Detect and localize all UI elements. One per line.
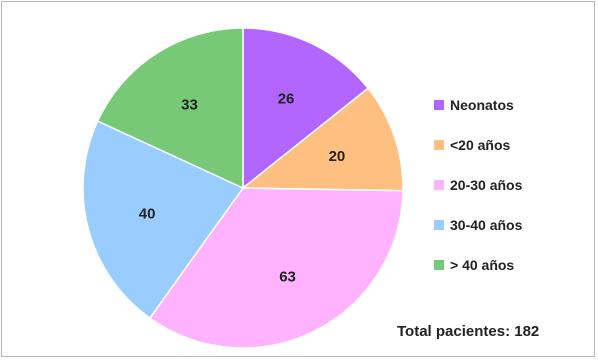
legend-swatch — [434, 100, 444, 110]
slice-value-label-30-40-a-os: 40 — [139, 205, 156, 222]
legend-label: 30-40 años — [450, 217, 523, 233]
slice-value-label-neonatos: 26 — [278, 91, 295, 108]
pie-slice-40-a-os — [96, 27, 244, 190]
legend-item-neonatos: Neonatos — [434, 96, 514, 114]
slice-value-label-40-a-os: 33 — [181, 96, 198, 113]
pie-slice-20-30-a-os — [148, 187, 404, 349]
pie-slices — [82, 27, 404, 349]
legend-swatch — [434, 260, 444, 270]
legend-label: > 40 años — [450, 257, 515, 273]
legend-swatch — [434, 140, 444, 150]
legend-item-20-30-a-os: 20-30 años — [434, 176, 522, 194]
pie-slice-neonatos — [242, 27, 370, 190]
legend-label: Neonatos — [450, 97, 514, 113]
legend-swatch — [434, 180, 444, 190]
slice-value-label-20-30-a-os: 63 — [279, 269, 296, 286]
total-patients-note: Total pacientes: 182 — [397, 323, 540, 340]
pie-slice-labels: 26 20 63 40 33 — [139, 91, 345, 286]
legend-item-30-40-a-os: 30-40 años — [434, 216, 522, 234]
legend-item-20-a-os: <20 años — [434, 136, 510, 154]
pie-slice-20-a-os — [240, 87, 404, 192]
legend-item-40-a-os: > 40 años — [434, 256, 514, 274]
slice-value-label-20-a-os: 20 — [329, 148, 346, 165]
legend-label: <20 años — [450, 137, 511, 153]
legend-label: 20-30 años — [450, 177, 523, 193]
legend-swatch — [434, 220, 444, 230]
